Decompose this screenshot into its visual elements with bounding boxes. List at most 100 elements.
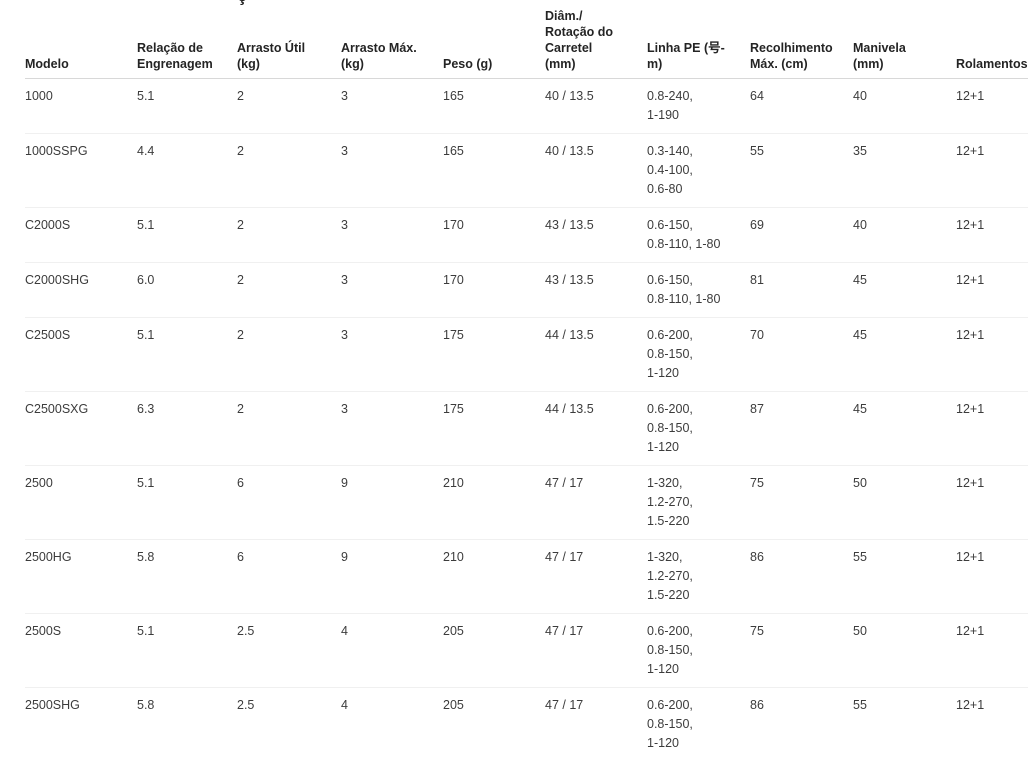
cell-manivela: 40 bbox=[853, 78, 956, 134]
cell-peso: 210 bbox=[443, 539, 545, 614]
cell-manivela: 50 bbox=[853, 465, 956, 540]
cell-recolhimento-max: 70 bbox=[750, 317, 853, 392]
cell-arrasto-util: 2 bbox=[237, 78, 341, 134]
cell-diam-rotacao-carretel: 44 / 13.5 bbox=[545, 317, 647, 392]
column-header-relacao-de-engrenagem: Relação de Engrenagem bbox=[137, 0, 237, 79]
table-row: 2500S 5.1 2.5 4 205 47 / 17 0.6-200, 0.8-150, … bbox=[25, 613, 1028, 688]
column-header-modelo: Modelo bbox=[25, 0, 137, 79]
table-row: 2500SHG 5.8 2.5 4 205 47 / 17 0.6-200, 0.8-150… bbox=[25, 687, 1028, 760]
cell-peso: 205 bbox=[443, 687, 545, 760]
column-header-manivela: Manivela (mm) bbox=[853, 0, 956, 79]
table-row: 1000SSPG 4.4 2 3 165 40 / 13.5 0.3-140, 0.4-10… bbox=[25, 133, 1028, 208]
table-row: C2500SXG 6.3 2 3 175 44 / 13.5 0.6-200, 0.8-15… bbox=[25, 391, 1028, 466]
cell-recolhimento-max: 86 bbox=[750, 539, 853, 614]
column-header-recolhimento-max: Recolhimento Máx. (cm) bbox=[750, 0, 853, 79]
cell-linha-pe: 0.6-150, 0.8-110, 1-80 bbox=[647, 207, 750, 263]
cell-linha-pe: 0.6-200, 0.8-150, 1-120 bbox=[647, 391, 750, 466]
cell-linha-pe: 0.6-200, 0.8-150, 1-120 bbox=[647, 613, 750, 688]
cell-diam-rotacao-carretel: 47 / 17 bbox=[545, 687, 647, 760]
cell-arrasto-util: 2.5 bbox=[237, 687, 341, 760]
cell-rolamentos: 12+1 bbox=[956, 687, 1028, 760]
cell-manivela: 45 bbox=[853, 391, 956, 466]
cell-linha-pe: 0.6-150, 0.8-110, 1-80 bbox=[647, 262, 750, 318]
column-header-arrasto-max: Arrasto Máx. (kg) bbox=[341, 0, 443, 79]
cell-manivela: 35 bbox=[853, 133, 956, 208]
cell-arrasto-util: 2 bbox=[237, 317, 341, 392]
cell-linha-pe: 0.3-140, 0.4-100, 0.6-80 bbox=[647, 133, 750, 208]
cell-arrasto-util: 2.5 bbox=[237, 613, 341, 688]
cell-rolamentos: 12+1 bbox=[956, 613, 1028, 688]
cell-recolhimento-max: 81 bbox=[750, 262, 853, 318]
cell-relacao-de-engrenagem: 6.3 bbox=[137, 391, 237, 466]
table-row: 2500HG 5.8 6 9 210 47 / 17 1-320, 1.2-270, 1.5… bbox=[25, 539, 1028, 614]
clipped-heading-glyph: ç bbox=[237, 0, 247, 4]
cell-rolamentos: 12+1 bbox=[956, 207, 1028, 263]
cell-modelo: 2500HG bbox=[25, 539, 137, 614]
cell-peso: 170 bbox=[443, 207, 545, 263]
cell-relacao-de-engrenagem: 6.0 bbox=[137, 262, 237, 318]
cell-modelo: 2500SHG bbox=[25, 687, 137, 760]
cell-modelo: 1000SSPG bbox=[25, 133, 137, 208]
cell-rolamentos: 12+1 bbox=[956, 317, 1028, 392]
cell-linha-pe: 0.6-200, 0.8-150, 1-120 bbox=[647, 317, 750, 392]
column-header-rolamentos: Rolamentos bbox=[956, 0, 1028, 79]
cell-peso: 165 bbox=[443, 78, 545, 134]
column-header-peso: Peso (g) bbox=[443, 0, 545, 79]
table-row: 1000 5.1 2 3 165 40 / 13.5 0.8-240, 1-190 64 40 1… bbox=[25, 78, 1028, 134]
cell-rolamentos: 12+1 bbox=[956, 78, 1028, 134]
cell-recolhimento-max: 64 bbox=[750, 78, 853, 134]
cell-diam-rotacao-carretel: 40 / 13.5 bbox=[545, 78, 647, 134]
cell-arrasto-util: 2 bbox=[237, 391, 341, 466]
cell-rolamentos: 12+1 bbox=[956, 391, 1028, 466]
cell-peso: 205 bbox=[443, 613, 545, 688]
cell-modelo: 2500S bbox=[25, 613, 137, 688]
table-body: 1000 5.1 2 3 165 40 / 13.5 0.8-240, 1-190 64 40 1… bbox=[25, 78, 1028, 760]
cell-manivela: 45 bbox=[853, 317, 956, 392]
cell-arrasto-util: 2 bbox=[237, 133, 341, 208]
cell-arrasto-max: 4 bbox=[341, 687, 443, 760]
cell-linha-pe: 1-320, 1.2-270, 1.5-220 bbox=[647, 539, 750, 614]
cell-modelo: 1000 bbox=[25, 78, 137, 134]
table-row: C2000SHG 6.0 2 3 170 43 / 13.5 0.6-150, 0.8-11… bbox=[25, 262, 1028, 318]
cell-relacao-de-engrenagem: 4.4 bbox=[137, 133, 237, 208]
column-header-diam-rotacao-carretel: Diâm./ Rotação do Carretel (mm) bbox=[545, 0, 647, 79]
cell-arrasto-max: 3 bbox=[341, 78, 443, 134]
clipped-heading-fragment: ç bbox=[237, 0, 253, 6]
cell-diam-rotacao-carretel: 47 / 17 bbox=[545, 539, 647, 614]
cell-peso: 175 bbox=[443, 391, 545, 466]
cell-diam-rotacao-carretel: 47 / 17 bbox=[545, 613, 647, 688]
cell-diam-rotacao-carretel: 43 / 13.5 bbox=[545, 207, 647, 263]
cell-arrasto-max: 4 bbox=[341, 613, 443, 688]
cell-rolamentos: 12+1 bbox=[956, 133, 1028, 208]
cell-arrasto-max: 3 bbox=[341, 262, 443, 318]
cell-linha-pe: 1-320, 1.2-270, 1.5-220 bbox=[647, 465, 750, 540]
cell-manivela: 55 bbox=[853, 539, 956, 614]
cell-manivela: 40 bbox=[853, 207, 956, 263]
column-header-arrasto-util: Arrasto Útil (kg) bbox=[237, 0, 341, 79]
cell-arrasto-util: 2 bbox=[237, 207, 341, 263]
cell-relacao-de-engrenagem: 5.8 bbox=[137, 687, 237, 760]
cell-diam-rotacao-carretel: 40 / 13.5 bbox=[545, 133, 647, 208]
cell-diam-rotacao-carretel: 43 / 13.5 bbox=[545, 262, 647, 318]
cell-arrasto-max: 9 bbox=[341, 465, 443, 540]
cell-manivela: 55 bbox=[853, 687, 956, 760]
table-row: C2000S 5.1 2 3 170 43 / 13.5 0.6-150, 0.8-110,… bbox=[25, 207, 1028, 263]
cell-arrasto-util: 6 bbox=[237, 465, 341, 540]
cell-recolhimento-max: 75 bbox=[750, 613, 853, 688]
cell-recolhimento-max: 75 bbox=[750, 465, 853, 540]
cell-relacao-de-engrenagem: 5.8 bbox=[137, 539, 237, 614]
cell-arrasto-max: 3 bbox=[341, 133, 443, 208]
cell-diam-rotacao-carretel: 44 / 13.5 bbox=[545, 391, 647, 466]
cell-peso: 165 bbox=[443, 133, 545, 208]
cell-modelo: 2500 bbox=[25, 465, 137, 540]
cell-recolhimento-max: 86 bbox=[750, 687, 853, 760]
cell-relacao-de-engrenagem: 5.1 bbox=[137, 317, 237, 392]
cell-linha-pe: 0.8-240, 1-190 bbox=[647, 78, 750, 134]
cell-arrasto-max: 9 bbox=[341, 539, 443, 614]
cell-rolamentos: 12+1 bbox=[956, 262, 1028, 318]
cell-diam-rotacao-carretel: 47 / 17 bbox=[545, 465, 647, 540]
cell-relacao-de-engrenagem: 5.1 bbox=[137, 207, 237, 263]
cell-manivela: 45 bbox=[853, 262, 956, 318]
table-row: C2500S 5.1 2 3 175 44 / 13.5 0.6-200, 0.8-150,… bbox=[25, 317, 1028, 392]
